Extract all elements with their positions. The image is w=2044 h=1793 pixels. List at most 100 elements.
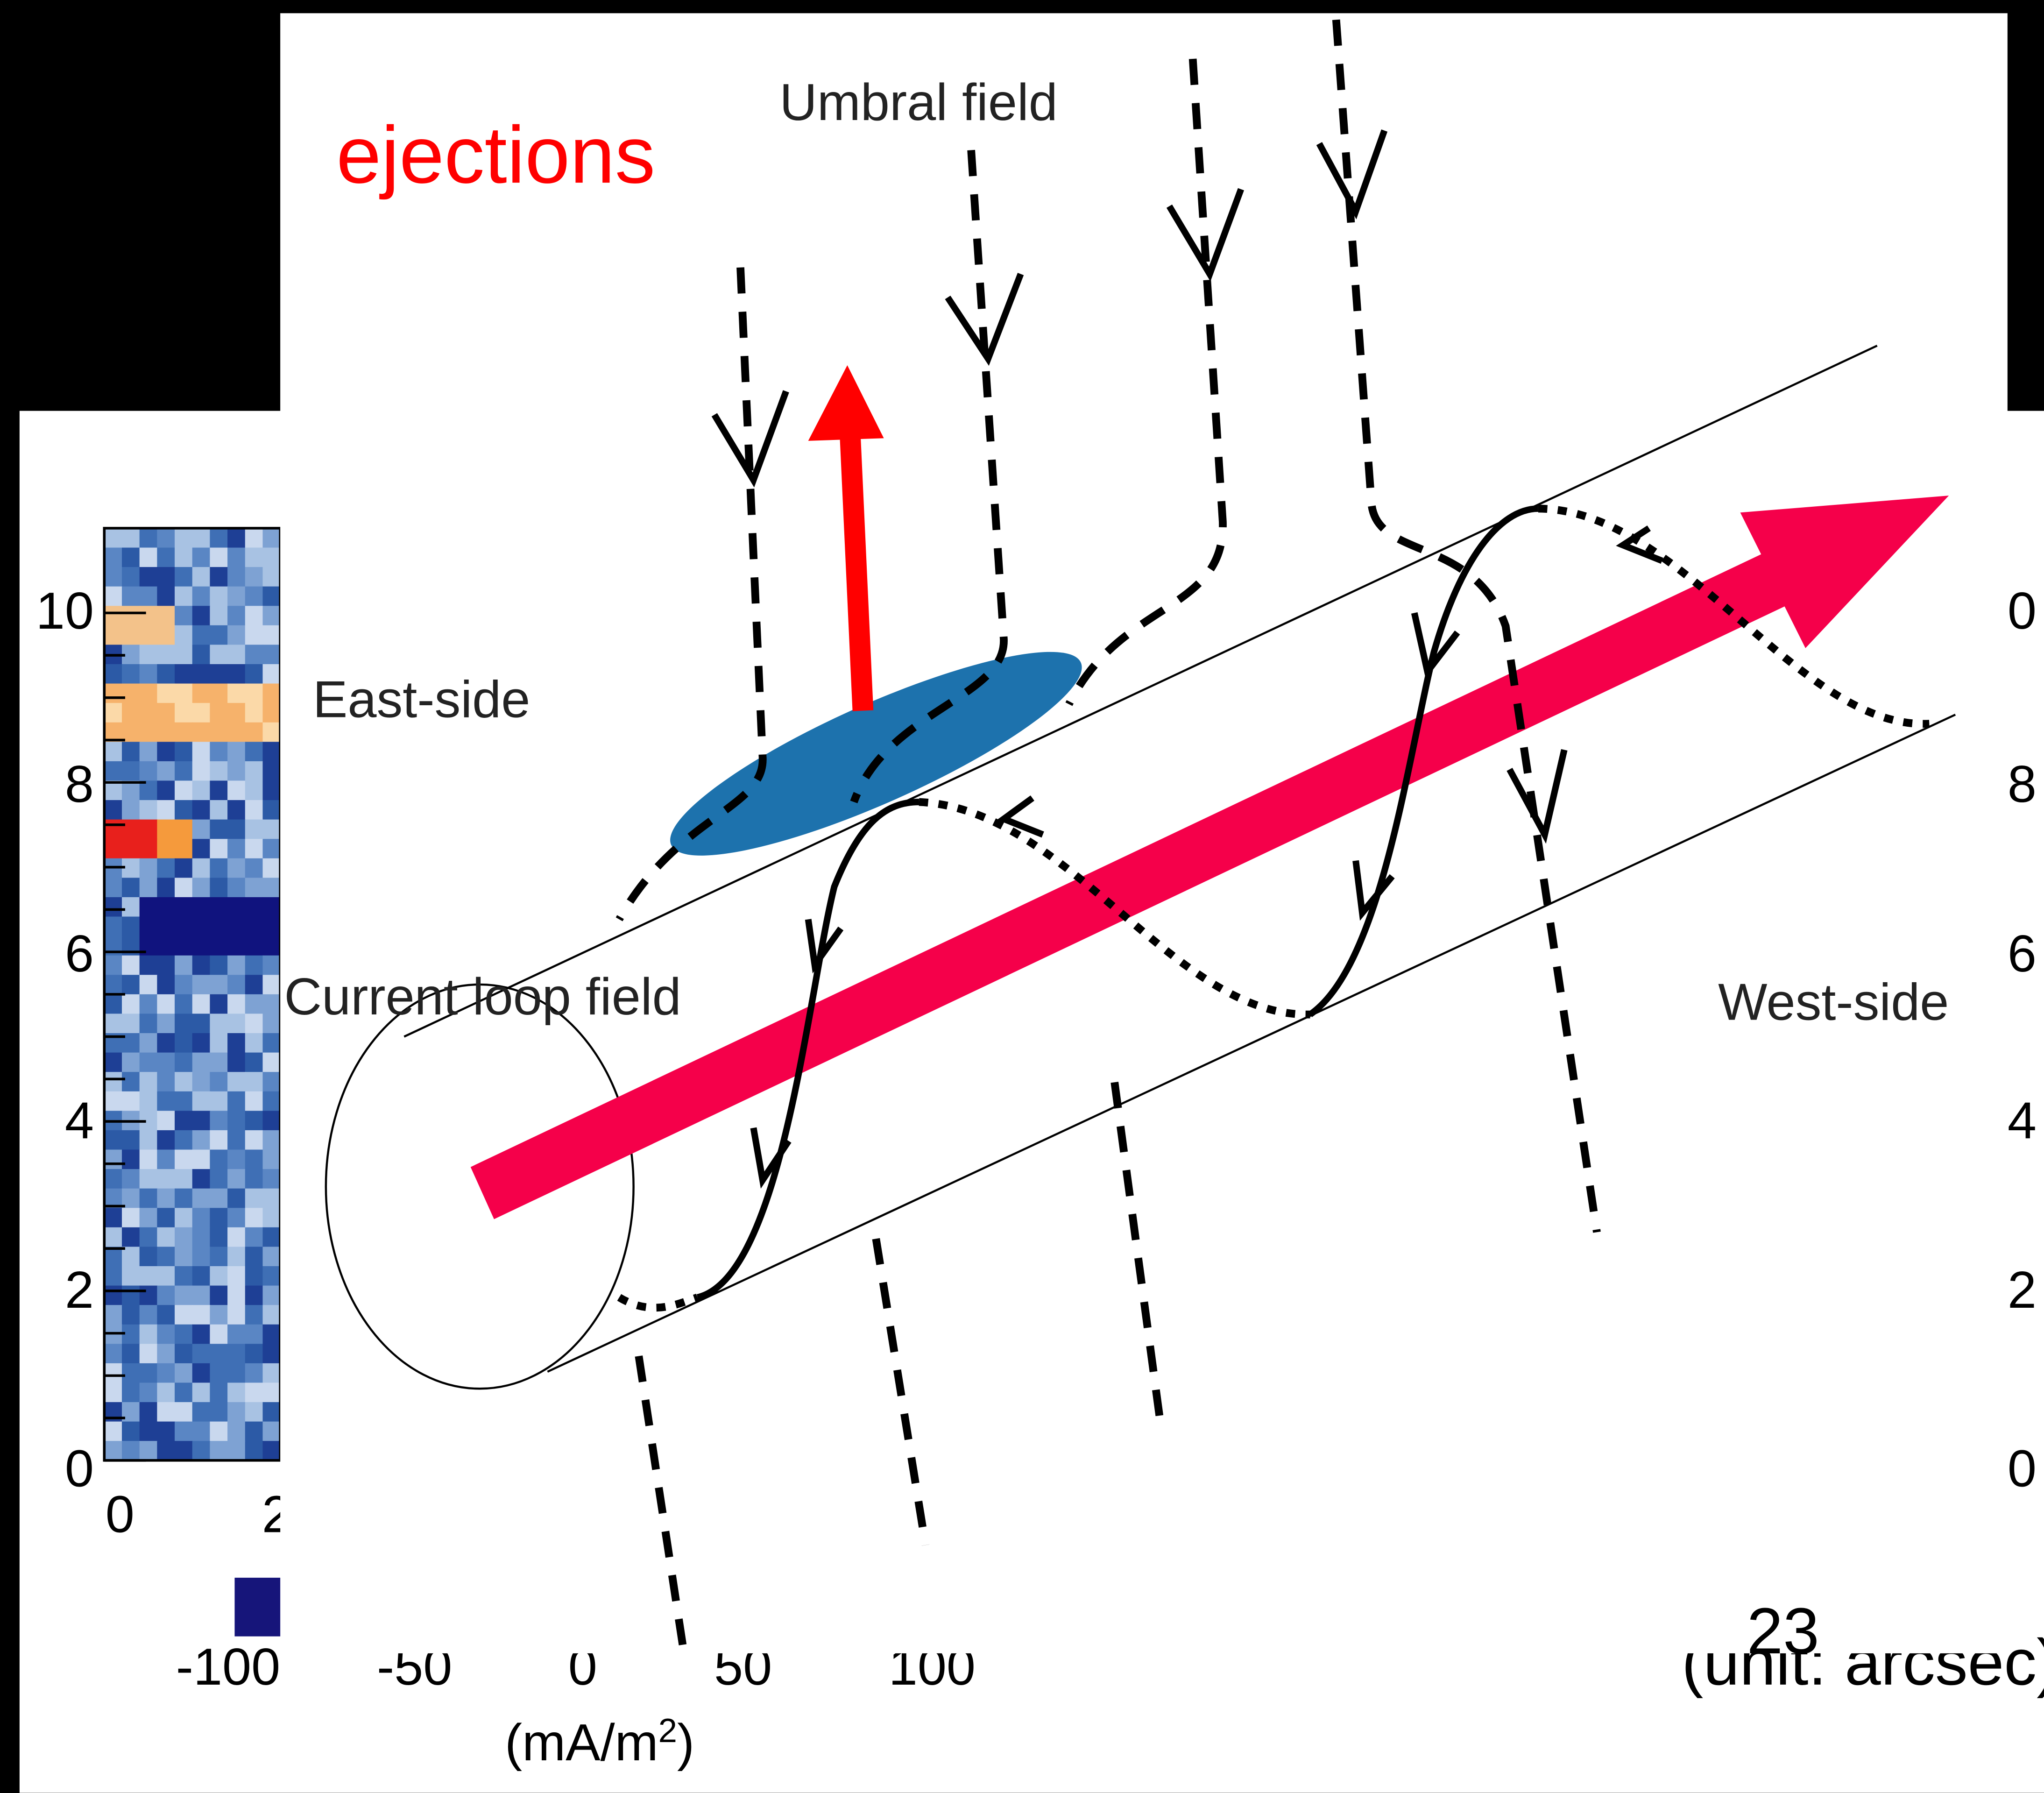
heatmap-cell: [175, 800, 193, 820]
heatmap-cell: [140, 1305, 158, 1325]
heatmap-cell: [122, 820, 140, 840]
heatmap-cell: [245, 547, 263, 567]
heatmap-cell: [245, 1150, 263, 1170]
heatmap-cell: [140, 1150, 158, 1170]
heatmap-cell: [140, 1072, 158, 1092]
heatmap-cell: [157, 1344, 175, 1364]
heatmap-cell: [210, 1286, 228, 1306]
heatmap-cell: [140, 839, 158, 859]
heatmap-cell: [262, 1033, 281, 1053]
heatmap-cell: [157, 742, 175, 762]
heatmap-cell: [192, 936, 211, 956]
heatmap-cell: [192, 956, 211, 976]
heatmap-cell: [245, 1305, 263, 1325]
heatmap-cell: [157, 1072, 175, 1092]
heatmap-cell: [140, 723, 158, 743]
heatmap-cell: [104, 878, 122, 898]
heatmap-cell: [227, 1091, 246, 1112]
heatmap-cell: [157, 1325, 175, 1345]
heatmap-cell: [140, 878, 158, 898]
heatmap-cell: [227, 1189, 246, 1209]
heatmap-cell: [245, 1072, 263, 1092]
heatmap-cell: [157, 1227, 175, 1247]
heatmap-cell: [175, 956, 193, 976]
heatmap-cell: [192, 723, 211, 743]
heatmap-cell: [140, 1382, 158, 1403]
heatmap-cell: [262, 820, 281, 840]
heatmap-cell: [122, 1344, 140, 1364]
heatmap-cell: [227, 780, 246, 801]
y-tick-label: 2: [65, 1261, 94, 1319]
heatmap-cell: [245, 664, 263, 684]
heatmap-cell: [262, 839, 281, 859]
heatmap-cell: [104, 587, 122, 607]
heatmap-cell: [245, 1208, 263, 1228]
heatmap-cell: [210, 742, 228, 762]
heatmap-cell: [140, 1091, 158, 1112]
heatmap-cell: [122, 994, 140, 1014]
heatmap-cell: [245, 1189, 263, 1209]
heatmap-cell: [227, 1130, 246, 1150]
heatmap-cell: [262, 936, 281, 956]
heatmap-cell: [175, 645, 193, 665]
heatmap-cell: [122, 1150, 140, 1170]
heatmap-cell: [227, 1013, 246, 1034]
heatmap-cell: [157, 1091, 175, 1112]
heatmap-cell: [227, 1053, 246, 1073]
heatmap-cell: [227, 1422, 246, 1442]
heatmap-cell: [210, 858, 228, 879]
arrow-shaft: [850, 431, 863, 711]
heatmap-cell: [192, 858, 211, 879]
heatmap-cell: [157, 1208, 175, 1228]
heatmap-cell: [227, 684, 246, 704]
heatmap-cell: [262, 547, 281, 567]
heatmap-cell: [192, 1111, 211, 1131]
heatmap-cell: [227, 878, 246, 898]
heatmap-cell: [175, 1305, 193, 1325]
heatmap-cell: [157, 820, 175, 840]
heatmap-cell: [210, 994, 228, 1014]
heatmap-cell: [175, 936, 193, 956]
x-tick-label: 0: [106, 1485, 134, 1543]
heatmap-cell: [175, 1382, 193, 1403]
heatmap-cell: [175, 742, 193, 762]
heatmap-cell: [192, 975, 211, 995]
heatmap-cell: [227, 820, 246, 840]
heatmap-cell: [245, 858, 263, 879]
heatmap-cell: [175, 1150, 193, 1170]
heatmap-cell: [122, 625, 140, 645]
heatmap-cell: [210, 800, 228, 820]
heatmap-cell: [262, 723, 281, 743]
heatmap-cell: [192, 1091, 211, 1112]
heatmap-cell: [245, 1266, 263, 1286]
heatmap-cell: [104, 1072, 122, 1092]
heatmap-cell: [122, 587, 140, 607]
heatmap-cell: [157, 878, 175, 898]
heatmap-cell: [227, 664, 246, 684]
heatmap-cell: [157, 1266, 175, 1286]
heatmap-cell: [227, 956, 246, 976]
heatmap-cell: [245, 1130, 263, 1150]
heatmap-cell: [192, 567, 211, 587]
heatmap-cell: [140, 742, 158, 762]
heatmap-cell: [210, 1247, 228, 1267]
heatmap-cell: [210, 547, 228, 567]
heatmap-cell: [122, 761, 140, 781]
heatmap-cell: [262, 1208, 281, 1228]
heatmap-cell: [175, 1402, 193, 1422]
heatmap-cell: [140, 645, 158, 665]
heatmap-cell: [262, 1441, 281, 1461]
heatmap-cell: [262, 587, 281, 607]
heatmap-cell: [140, 606, 158, 626]
heatmap-cell: [157, 567, 175, 587]
heatmap-cell: [192, 1402, 211, 1422]
heatmap-cell: [192, 1033, 211, 1053]
heatmap-cell: [140, 703, 158, 723]
heatmap-cell: [175, 1013, 193, 1034]
heatmap-cell: [245, 975, 263, 995]
heatmap-cell: [192, 1150, 211, 1170]
heatmap-cell: [210, 839, 228, 859]
heatmap-cell: [245, 839, 263, 859]
right-tick-label: 2: [2008, 1261, 2037, 1319]
heatmap-cell: [227, 839, 246, 859]
